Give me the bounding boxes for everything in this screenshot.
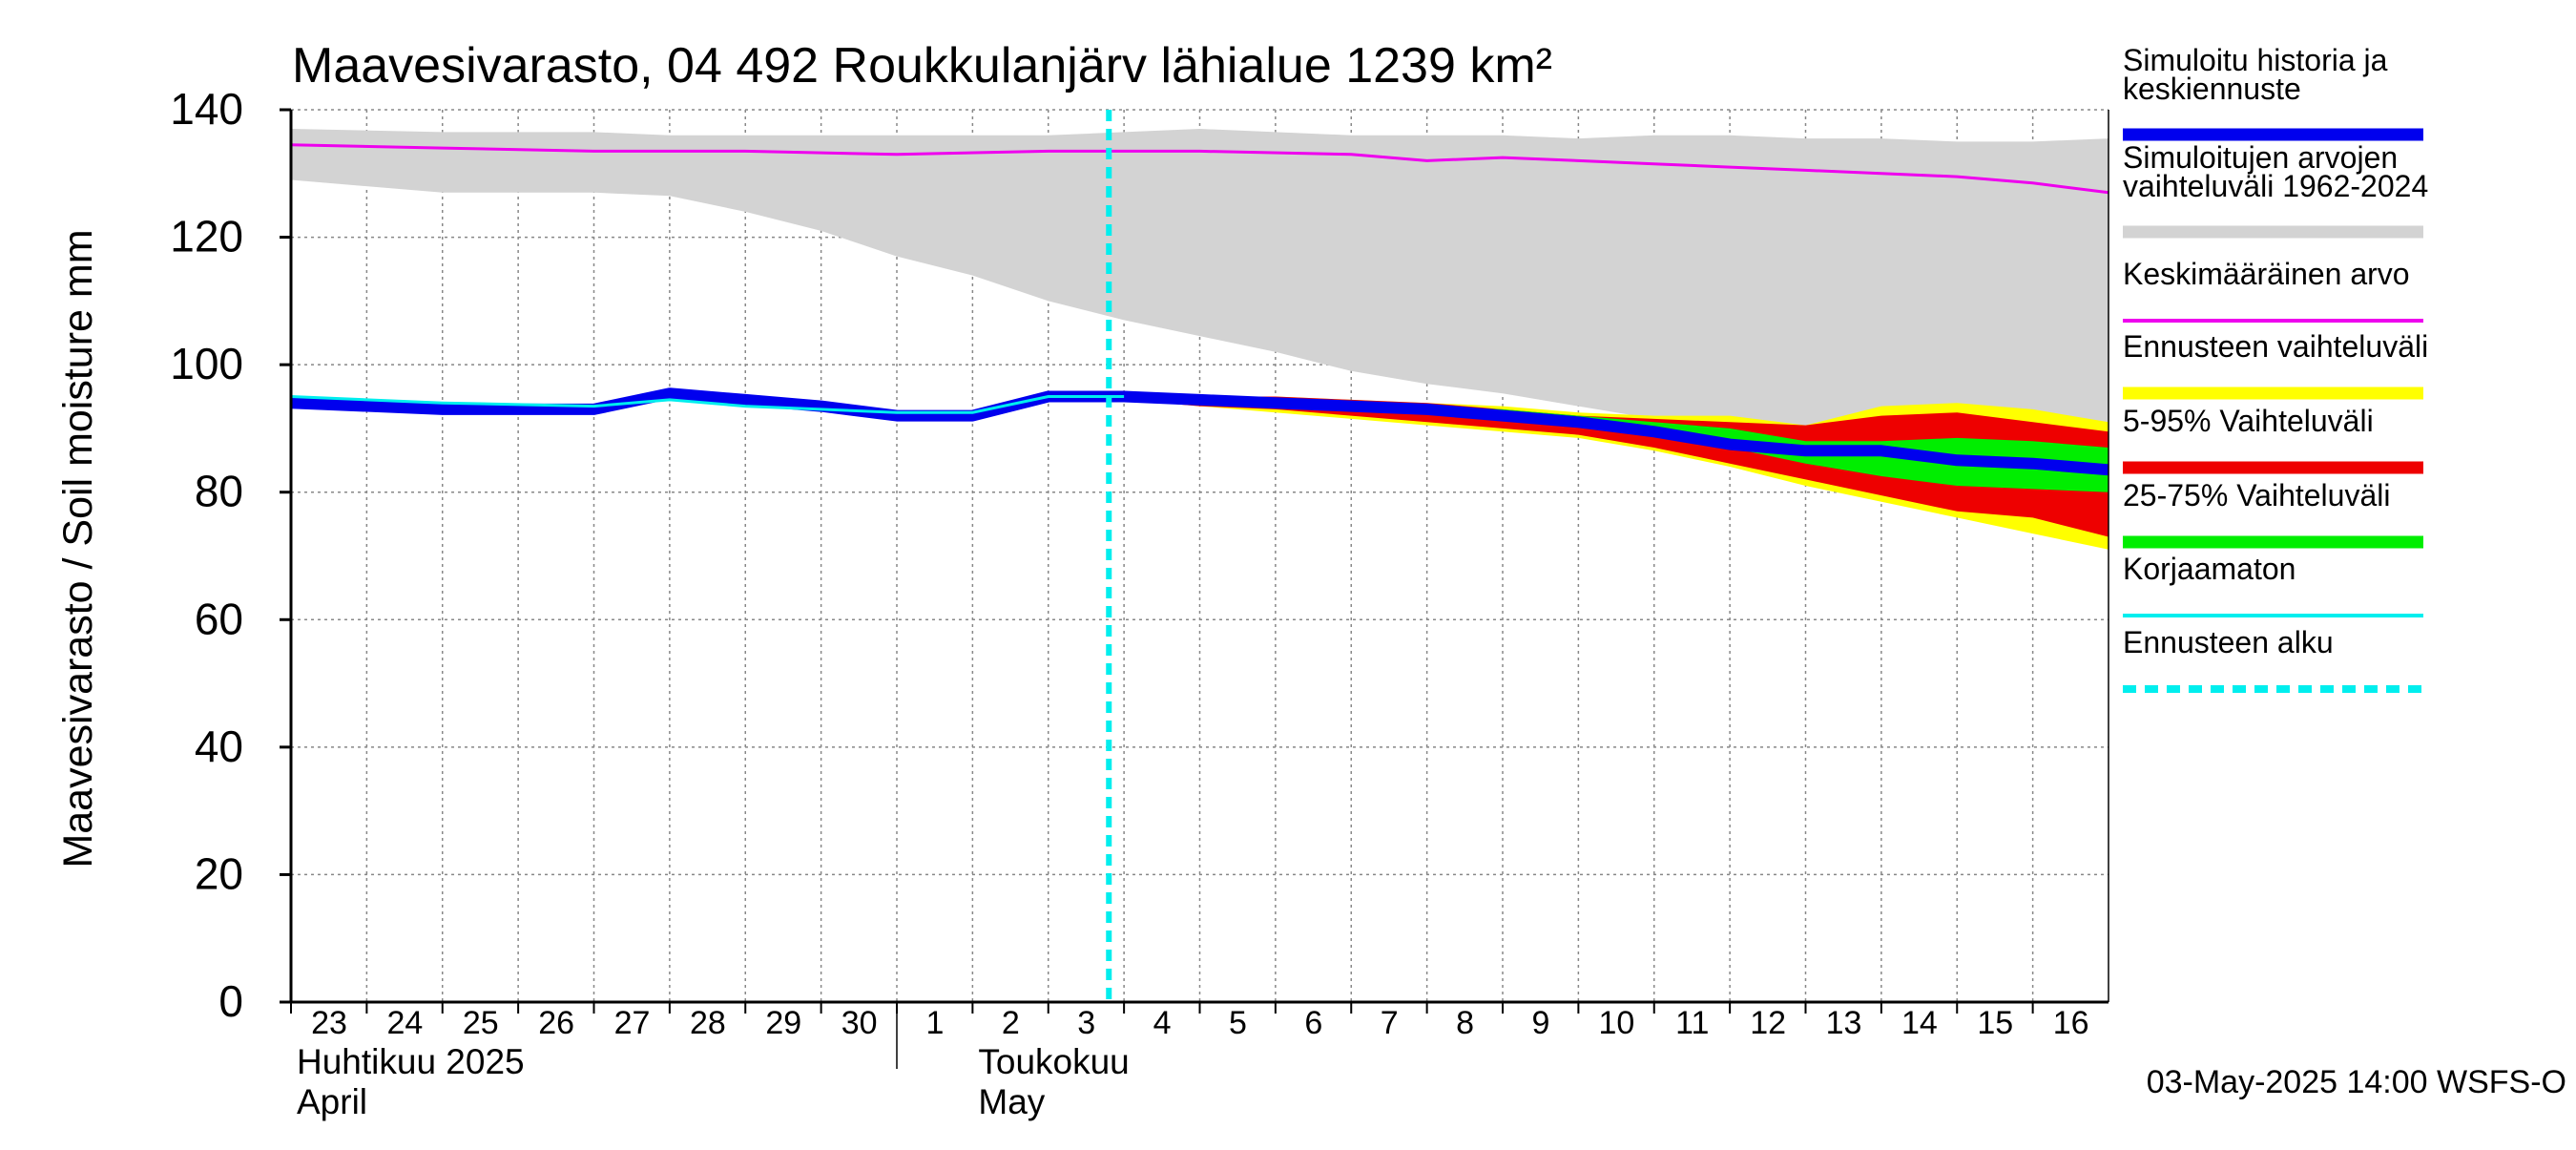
x-tick-label: 7 <box>1381 1005 1399 1041</box>
legend-item: Simuloitu historia ja keskiennuste <box>2123 43 2423 141</box>
legend-label: Simuloitu historia ja keskiennuste <box>2123 43 2388 106</box>
x-tick-label: 13 <box>1826 1005 1862 1041</box>
historical-range-band <box>291 129 2109 506</box>
x-tick-label: 2 <box>1002 1005 1020 1041</box>
legend-item: Korjaamaton <box>2123 552 2423 617</box>
legend-label: Ennusteen alku <box>2123 625 2334 659</box>
x-tick-label: 12 <box>1750 1005 1786 1041</box>
x-tick-label: 5 <box>1229 1005 1247 1041</box>
x-tick-label: 9 <box>1532 1005 1550 1041</box>
month-label-en: May <box>978 1082 1045 1121</box>
y-tick-label: 0 <box>218 976 243 1026</box>
legend-item: Keskimääräinen arvo <box>2123 257 2423 323</box>
x-tick-label: 23 <box>311 1005 347 1041</box>
x-tick-label: 3 <box>1077 1005 1095 1041</box>
legend-item: Simuloitujen arvojen vaihteluväli 1962-20… <box>2123 140 2428 239</box>
x-tick-label: 14 <box>1901 1005 1938 1041</box>
series-layer <box>290 110 2109 1002</box>
x-tick-label: 30 <box>841 1005 878 1041</box>
y-tick-label: 40 <box>195 721 243 771</box>
x-tick-label: 8 <box>1456 1005 1474 1041</box>
y-axis-label: Maavesivarasto / Soil moisture mm <box>55 229 101 868</box>
x-tick-label: 27 <box>614 1005 651 1041</box>
legend-label: Simuloitujen arvojen vaihteluväli 1962-20… <box>2123 140 2428 203</box>
x-tick-label: 6 <box>1304 1005 1322 1041</box>
y-tick-label: 120 <box>170 212 243 261</box>
legend-item: 5-95% Vaihteluväli <box>2123 404 2423 474</box>
p25-75-band <box>1124 396 2109 492</box>
y-tick-label: 60 <box>195 594 243 643</box>
x-tick-label: 26 <box>538 1005 574 1041</box>
x-tick-label: 25 <box>463 1005 499 1041</box>
legend-item: 25-75% Vaihteluväli <box>2123 478 2423 549</box>
y-tick-label: 20 <box>195 848 243 898</box>
month-label-fi: Huhtikuu 2025 <box>297 1042 525 1081</box>
x-tick-label: 16 <box>2053 1005 2089 1041</box>
uncorrected-line <box>290 395 1125 414</box>
x-tick-label: 24 <box>386 1005 423 1041</box>
month-label-en: April <box>297 1082 367 1121</box>
mean-line <box>290 143 2109 195</box>
legend-label: Korjaamaton <box>2123 552 2296 586</box>
x-tick-label: 28 <box>690 1005 726 1041</box>
x-tick-label: 11 <box>1675 1005 1709 1041</box>
x-tick-label: 10 <box>1598 1005 1634 1041</box>
legend-item: Ennusteen vaihteluväli <box>2123 329 2428 400</box>
footer-timestamp: 03-May-2025 14:00 WSFS-O <box>2147 1064 2566 1100</box>
x-tick-label: 1 <box>926 1005 945 1041</box>
x-tick-label: 4 <box>1153 1005 1172 1041</box>
legend-label: 5-95% Vaihteluväli <box>2123 404 2374 438</box>
main-series-line <box>290 387 2109 476</box>
legend-label: Ennusteen vaihteluväli <box>2123 329 2428 364</box>
month-label-fi: Toukokuu <box>978 1042 1129 1081</box>
y-tick-label: 80 <box>195 467 243 516</box>
legend: Simuloitu historia ja keskiennuste Simuloi… <box>2123 43 2428 693</box>
x-tick-label: 15 <box>1977 1005 2013 1041</box>
legend-item: Ennusteen alku <box>2123 625 2423 693</box>
text-layer: Maavesivarasto, 04 492 Roukkulanjärv läh… <box>55 38 2566 1100</box>
legend-label: 25-75% Vaihteluväli <box>2123 478 2390 512</box>
chart-title: Maavesivarasto, 04 492 Roukkulanjärv läh… <box>292 38 1552 94</box>
p5-95-band <box>1124 396 2109 537</box>
y-tick-label: 100 <box>170 339 243 388</box>
legend-label: Keskimääräinen arvo <box>2123 257 2410 291</box>
y-tick-label: 140 <box>170 84 243 134</box>
x-tick-label: 29 <box>765 1005 801 1041</box>
